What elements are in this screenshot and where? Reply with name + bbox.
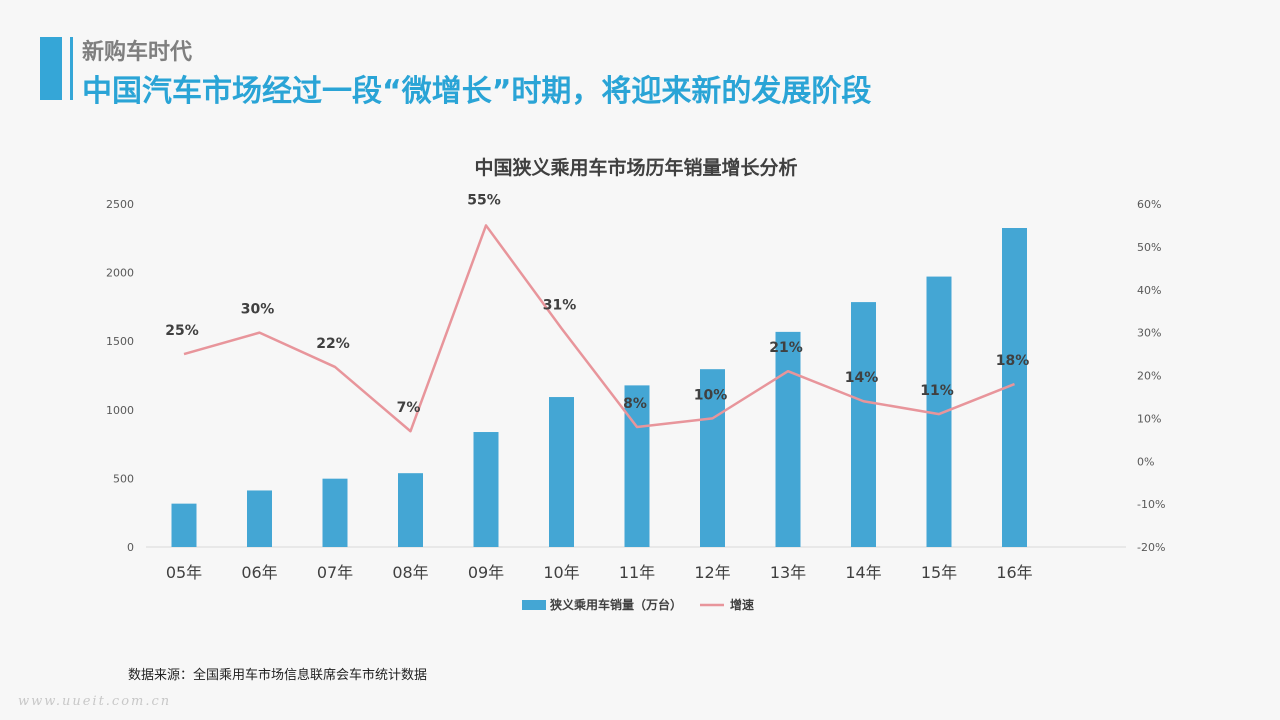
x-tick-label: 07年 bbox=[317, 563, 353, 582]
y-left-tick-label: 1500 bbox=[106, 335, 134, 348]
growth-data-label: 25% bbox=[165, 323, 199, 339]
data-source-note: 数据来源：全国乘用车市场信息联席会车市统计数据 bbox=[128, 668, 428, 683]
title-accent-line bbox=[70, 37, 73, 100]
y-left-tick-label: 2000 bbox=[106, 267, 134, 280]
growth-data-label: 30% bbox=[241, 302, 275, 318]
chart-title: 中国狭义乘用车市场历年销量增长分析 bbox=[474, 156, 797, 179]
y-right-tick-label: 20% bbox=[1137, 370, 1161, 383]
y-right-tick-label: 0% bbox=[1137, 455, 1154, 468]
y-left-tick-label: 1000 bbox=[106, 404, 134, 417]
watermark: www.uueit.com.cn bbox=[18, 694, 172, 709]
x-tick-label: 16年 bbox=[996, 563, 1032, 582]
growth-line bbox=[183, 224, 1015, 433]
growth-data-label: 10% bbox=[694, 387, 728, 403]
growth-data-label: 7% bbox=[397, 400, 421, 416]
x-tick-label: 10年 bbox=[543, 563, 579, 582]
x-tick-label: 15年 bbox=[921, 563, 957, 582]
x-tick-label: 09年 bbox=[468, 563, 504, 582]
y-left-tick-label: 2500 bbox=[106, 198, 134, 211]
x-tick-label: 08年 bbox=[392, 563, 428, 582]
growth-data-label: 11% bbox=[920, 383, 954, 399]
growth-data-label: 55% bbox=[467, 192, 501, 208]
bar bbox=[473, 432, 499, 547]
page-title: 中国汽车市场经过一段“微增长”时期，将迎来新的发展阶段 bbox=[82, 74, 872, 109]
legend-bar-label: 狭义乘用车销量（万台） bbox=[549, 597, 682, 612]
x-tick-label: 12年 bbox=[694, 563, 730, 582]
growth-data-label: 21% bbox=[769, 340, 803, 356]
y-right-tick-label: 60% bbox=[1137, 198, 1161, 211]
bar bbox=[775, 331, 801, 547]
bar bbox=[549, 397, 574, 547]
bar bbox=[171, 503, 197, 547]
y-right-tick-label: 50% bbox=[1137, 241, 1161, 254]
x-tick-label: 11年 bbox=[619, 563, 655, 582]
bar bbox=[851, 302, 876, 547]
y-right-tick-label: 10% bbox=[1137, 412, 1161, 425]
x-tick-label: 06年 bbox=[241, 563, 277, 582]
bar bbox=[398, 473, 423, 547]
y-right-tick-label: 40% bbox=[1137, 284, 1161, 297]
growth-data-label: 22% bbox=[316, 336, 350, 352]
y-left-tick-label: 0 bbox=[127, 541, 134, 554]
title-accent-block bbox=[40, 37, 62, 100]
x-tick-label: 13年 bbox=[770, 563, 806, 582]
page-subtitle: 新购车时代 bbox=[82, 40, 193, 65]
y-right-tick-label: -10% bbox=[1137, 498, 1165, 511]
growth-data-label: 18% bbox=[996, 353, 1030, 369]
x-tick-label: 05年 bbox=[166, 563, 202, 582]
y-right-tick-label: 30% bbox=[1137, 327, 1161, 340]
y-right-tick-label: -20% bbox=[1137, 541, 1165, 554]
y-left-tick-label: 500 bbox=[113, 472, 134, 485]
bar bbox=[624, 385, 650, 547]
bar bbox=[322, 478, 348, 547]
legend-line-label: 增速 bbox=[730, 597, 754, 612]
growth-data-label: 8% bbox=[623, 396, 647, 412]
bar bbox=[700, 369, 725, 547]
x-tick-label: 14年 bbox=[845, 563, 881, 582]
bar bbox=[247, 490, 272, 547]
growth-data-label: 14% bbox=[845, 370, 879, 386]
sales-growth-chart: 中国狭义乘用车市场历年销量增长分析 0 500 1000 1500 2000 2500 -20… bbox=[106, 156, 1165, 612]
growth-data-label: 31% bbox=[543, 297, 577, 313]
legend-bar-swatch bbox=[522, 600, 546, 610]
